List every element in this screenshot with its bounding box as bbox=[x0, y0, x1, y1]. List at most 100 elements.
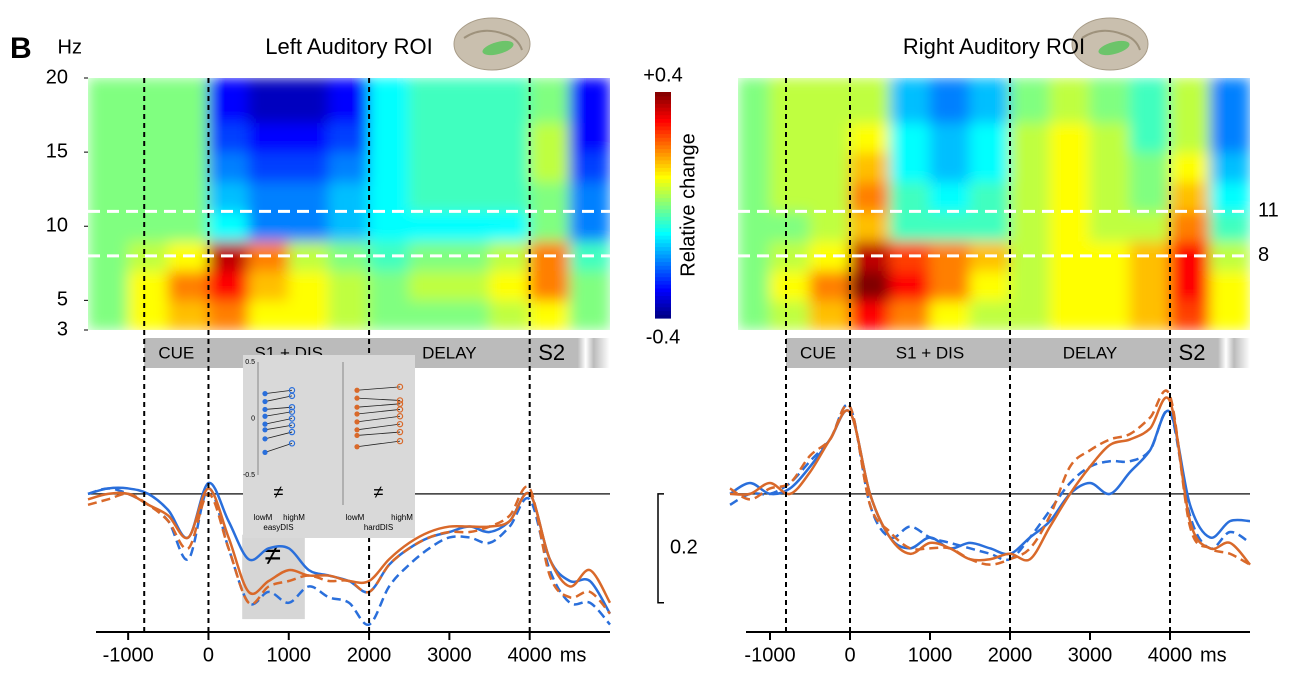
heatmap-cell bbox=[288, 121, 330, 153]
colorbar-step bbox=[655, 238, 671, 244]
heatmap-cell bbox=[569, 78, 610, 123]
heatmap-cell bbox=[1049, 151, 1091, 183]
heatmap-cell bbox=[969, 78, 1011, 123]
heatmap-cell bbox=[167, 270, 209, 301]
heatmap-cell bbox=[1049, 299, 1091, 330]
inset-group-label: hardDIS bbox=[364, 523, 393, 532]
heatmap-cell bbox=[809, 151, 851, 183]
heatmap-cell bbox=[207, 270, 250, 301]
heatmap-cell bbox=[969, 181, 1011, 212]
phase-label: S2 bbox=[538, 340, 565, 365]
heatmap-cell bbox=[207, 210, 250, 242]
pair-point bbox=[288, 440, 296, 447]
phase-bar bbox=[850, 338, 1010, 368]
heatmap-cell bbox=[248, 299, 290, 330]
colorbar-step bbox=[655, 167, 671, 172]
pair-point bbox=[288, 415, 296, 422]
heatmap-cell bbox=[408, 181, 450, 212]
heatmap-cell bbox=[1089, 299, 1131, 330]
pair-line bbox=[264, 411, 293, 417]
colorbar-step bbox=[655, 186, 671, 191]
heatmap-cell bbox=[809, 210, 851, 242]
colorbar-step bbox=[655, 148, 671, 153]
colorbar-step bbox=[655, 227, 671, 232]
brain-icon bbox=[1071, 17, 1149, 71]
pair-line bbox=[356, 403, 401, 408]
heatmap-cell bbox=[288, 78, 330, 123]
heatmap-cell bbox=[1089, 270, 1131, 301]
pair-point bbox=[262, 391, 268, 397]
pair-point bbox=[288, 392, 296, 400]
heatmap-cell bbox=[1169, 210, 1211, 242]
colorbar-step bbox=[655, 95, 671, 101]
heatmap-cell bbox=[489, 78, 531, 123]
heatmap-cell bbox=[448, 181, 491, 212]
colorbar-step bbox=[655, 272, 671, 278]
heatmap-cells bbox=[738, 78, 1250, 330]
colorbar-step bbox=[655, 99, 671, 104]
heatmap-cell bbox=[167, 78, 209, 123]
heatmap-cell bbox=[1209, 151, 1250, 183]
heatmap-cell bbox=[849, 78, 891, 123]
pair-point bbox=[288, 408, 296, 415]
pair-point bbox=[262, 413, 268, 419]
heatmap-cell bbox=[769, 270, 811, 301]
colorbar-tick-label: +0.4 bbox=[643, 64, 682, 86]
heatmap-cell bbox=[809, 299, 851, 330]
colorbar-step bbox=[655, 284, 671, 289]
heatmap-cell bbox=[88, 210, 129, 242]
heatmap-cell bbox=[328, 181, 370, 212]
heatmap-cell bbox=[569, 121, 610, 153]
heatmap-cell bbox=[167, 210, 209, 242]
chart-title: Left Auditory ROI bbox=[265, 34, 433, 59]
colorbar-step bbox=[655, 92, 671, 97]
colorbar-step bbox=[655, 137, 671, 142]
colorbar-step bbox=[655, 261, 671, 266]
heatmap-cell bbox=[489, 270, 531, 301]
pair-point bbox=[396, 428, 404, 436]
heatmap-cell bbox=[1049, 270, 1091, 301]
heatmap-cell bbox=[408, 121, 450, 153]
colorbar-step bbox=[655, 314, 671, 319]
heatmap-cell bbox=[1009, 121, 1051, 153]
pair-point bbox=[354, 432, 360, 439]
heatmap-cell bbox=[529, 78, 571, 123]
heatmap-cell bbox=[167, 151, 209, 183]
pair-line bbox=[264, 418, 293, 425]
heatmap-cell bbox=[207, 78, 250, 123]
annotation: ≠ bbox=[264, 538, 280, 571]
pair-point bbox=[354, 387, 360, 393]
heatmap-cell bbox=[1129, 210, 1171, 242]
heatmap-cell bbox=[849, 181, 891, 212]
heatmap-cell bbox=[889, 181, 931, 212]
pair-line bbox=[356, 397, 401, 401]
heatmap-cell bbox=[1129, 299, 1171, 330]
x-tick-label: -1000 bbox=[103, 644, 154, 666]
heatmap-cell bbox=[368, 78, 410, 123]
heatmap-cell bbox=[1089, 210, 1131, 242]
heatmap-cell bbox=[248, 210, 290, 242]
heatmap-cell bbox=[738, 270, 771, 301]
heatmap-cell bbox=[849, 151, 891, 183]
phase-label: DELAY bbox=[422, 343, 477, 362]
heatmap-cell bbox=[489, 151, 531, 183]
y-tick-label: 10 bbox=[46, 215, 68, 237]
pair-point bbox=[354, 419, 360, 425]
pair-point bbox=[354, 404, 360, 410]
pair-point bbox=[262, 436, 268, 442]
heatmap-cell bbox=[1209, 270, 1250, 301]
colorbar-step bbox=[655, 306, 671, 312]
heatmap-cell bbox=[368, 270, 410, 301]
heatmap-cell bbox=[328, 299, 370, 330]
heatmap-cell bbox=[929, 121, 971, 153]
heatmap-cell bbox=[969, 210, 1011, 242]
heatmap-cell bbox=[1169, 78, 1211, 123]
phase-label: CUE bbox=[800, 343, 836, 362]
x-tick-label: 1000 bbox=[267, 644, 312, 666]
heatmap-cell bbox=[1169, 299, 1211, 330]
heatmap-cell bbox=[889, 299, 931, 330]
heatmap-cell bbox=[849, 210, 891, 242]
heatmap-cell bbox=[929, 181, 971, 212]
heatmap-cell bbox=[569, 210, 610, 242]
pair-line bbox=[356, 386, 401, 391]
